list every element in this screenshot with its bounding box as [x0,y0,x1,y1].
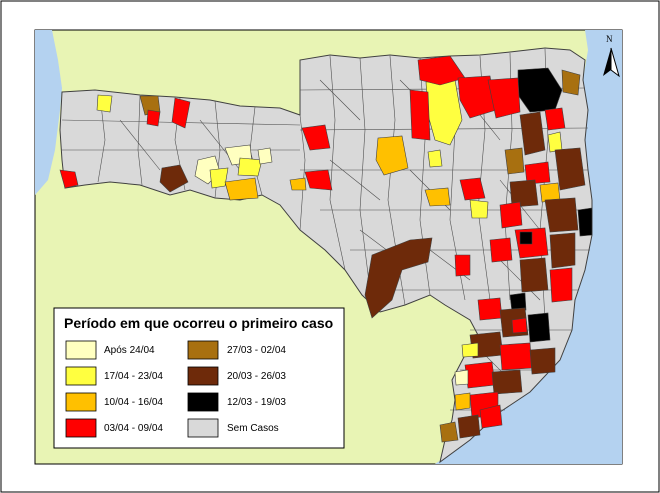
municipality-48 [477,297,503,321]
municipality-40 [577,207,593,237]
legend-label-6: 20/03 - 26/03 [227,371,286,382]
municipality-42 [519,231,533,245]
municipality-58 [491,369,523,395]
colored-municipalities [59,55,593,443]
municipality-30 [519,111,546,156]
municipality-47 [509,292,527,313]
legend-swatch-6 [187,366,219,386]
municipality-45 [519,257,549,293]
legend-label-7: 12/03 - 19/03 [227,397,286,408]
legend-swatch-4 [65,418,97,438]
municipality-10 [237,157,263,177]
municipality-14 [301,124,331,151]
municipality-38 [499,201,523,229]
legend-label-3: 10/04 - 16/04 [104,397,163,408]
municipality-26 [454,254,471,277]
municipality-19 [417,55,466,86]
west-water-area [35,30,62,195]
legend-label-5: 27/03 - 02/04 [227,345,286,356]
municipality-31 [544,107,566,131]
municipality-29 [561,69,581,96]
municipality-11 [224,177,259,201]
legend-title: Período em que ocorreu o primeiro caso [64,315,334,331]
municipality-60 [454,392,471,411]
municipality-28 [487,77,521,119]
municipality-1 [59,169,79,189]
municipality-53 [461,342,479,358]
municipality-35 [524,161,551,185]
sea-area [435,30,622,464]
municipality-12 [257,147,273,165]
legend-label-1: Após 24/04 [104,345,155,356]
municipality-16 [375,135,409,176]
municipality-43 [549,232,576,269]
municipality-22 [424,187,451,207]
municipality-23 [459,177,486,201]
municipality-5 [171,97,191,129]
municipality-54 [499,342,533,371]
north-arrow-icon [603,47,620,78]
municipality-61 [439,421,459,443]
municipality-2 [96,94,113,113]
municipality-25 [364,237,433,319]
municipality-62 [457,414,481,439]
municipality-57 [454,369,469,386]
municipality-17 [427,149,443,168]
legend-label-2: 17/04 - 23/04 [104,371,163,382]
municipality-34 [554,147,586,191]
municipality-63 [479,404,503,429]
municipality-6 [159,164,189,193]
municipality-21 [409,89,431,141]
legend-swatch-8 [187,418,219,438]
legend-label-8: Sem Casos [227,423,279,434]
municipality-50 [527,312,551,343]
municipality-8 [209,167,229,189]
legend-swatch-2 [65,366,97,386]
legend-swatch-5 [187,340,219,360]
municipality-4 [146,109,161,127]
legend-swatches [65,340,219,438]
municipality-32 [547,131,563,153]
municipality-20 [457,75,497,119]
municipality-15 [304,169,333,191]
municipality-13 [289,177,307,191]
municipality-39 [544,197,579,233]
municipality-56 [464,361,496,389]
legend-swatch-7 [187,392,219,412]
north-label: N [606,34,613,44]
municipality-55 [529,347,556,375]
legend-label-4: 03/04 - 09/04 [104,423,163,434]
municipality-36 [509,179,539,208]
municipality-44 [489,237,513,263]
legend-swatch-3 [65,392,97,412]
municipality-24 [469,199,489,219]
municipality-51 [511,317,528,334]
municipality-33 [504,147,525,175]
municipality-46 [549,267,573,303]
legend-swatch-1 [65,340,97,360]
